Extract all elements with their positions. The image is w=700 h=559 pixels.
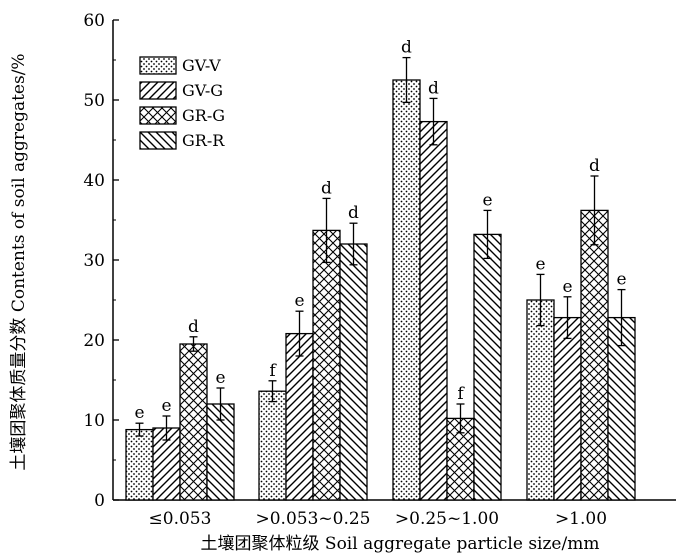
significance-label: e xyxy=(215,368,225,388)
legend-label-gr-r: GR-R xyxy=(182,131,225,150)
bar-gr-g xyxy=(179,343,208,501)
y-tick-label: 10 xyxy=(83,411,105,431)
bar-gr-r xyxy=(607,316,636,501)
significance-label: d xyxy=(321,178,332,198)
bar-gr-g xyxy=(312,229,341,501)
y-tick-label: 60 xyxy=(83,11,105,31)
x-category-label: >1.00 xyxy=(555,509,607,529)
significance-label: d xyxy=(401,38,412,58)
y-ticks: 0 10 20 30 40 50 60 xyxy=(83,11,119,511)
significance-label: f xyxy=(269,361,277,381)
y-tick-label: 40 xyxy=(83,171,105,191)
y-axis-title: 土壤团聚体质量分数 Contents of soil aggregates/% xyxy=(8,53,29,470)
significance-label: d xyxy=(428,78,439,98)
significance-label: f xyxy=(457,384,465,404)
bar-gr-g xyxy=(580,209,609,501)
category-labels: ≤0.053 >0.053~0.25 >0.25~1.00 >1.00 xyxy=(149,509,608,529)
legend-label-gv-g: GV-G xyxy=(182,81,223,100)
y-tick-label: 30 xyxy=(83,251,105,271)
significance-label: e xyxy=(161,396,171,416)
bar-gr-r xyxy=(473,233,502,501)
significance-label: e xyxy=(134,403,144,423)
x-axis-title: 土壤团聚体粒级 Soil aggregate particle size/mm xyxy=(201,533,600,554)
legend-label-gv-v: GV-V xyxy=(182,56,221,75)
significance-label: d xyxy=(188,317,199,337)
bar-gv-g xyxy=(419,120,448,501)
y-tick-label: 50 xyxy=(83,91,105,111)
y-tick-label: 0 xyxy=(94,491,105,511)
legend-swatch-gv-g xyxy=(139,81,177,100)
legend-swatch-gr-g xyxy=(139,106,177,125)
bar-gv-v xyxy=(125,428,154,501)
bar-gr-r xyxy=(339,243,368,501)
legend: GV-V GV-G GR-G GR-R xyxy=(139,56,225,150)
significance-label: e xyxy=(535,254,545,274)
significance-label: e xyxy=(616,270,626,290)
significance-label: e xyxy=(562,277,572,297)
bar-gv-v xyxy=(392,79,421,501)
significance-label: d xyxy=(348,203,359,223)
significance-label: e xyxy=(294,291,304,311)
significance-label: d xyxy=(589,156,600,176)
x-category-label: ≤0.053 xyxy=(149,509,212,529)
legend-swatch-gr-r xyxy=(139,131,177,150)
legend-label-gr-g: GR-G xyxy=(182,106,225,125)
bar-gv-v xyxy=(526,299,555,501)
y-tick-label: 20 xyxy=(83,331,105,351)
bar-gv-v xyxy=(258,390,287,501)
significance-label: e xyxy=(482,190,492,210)
bar-gv-g xyxy=(553,316,582,501)
x-category-label: >0.25~1.00 xyxy=(395,509,499,529)
bar-gv-g xyxy=(285,332,314,501)
legend-swatch-gv-v xyxy=(139,56,177,75)
x-category-label: >0.053~0.25 xyxy=(255,509,370,529)
